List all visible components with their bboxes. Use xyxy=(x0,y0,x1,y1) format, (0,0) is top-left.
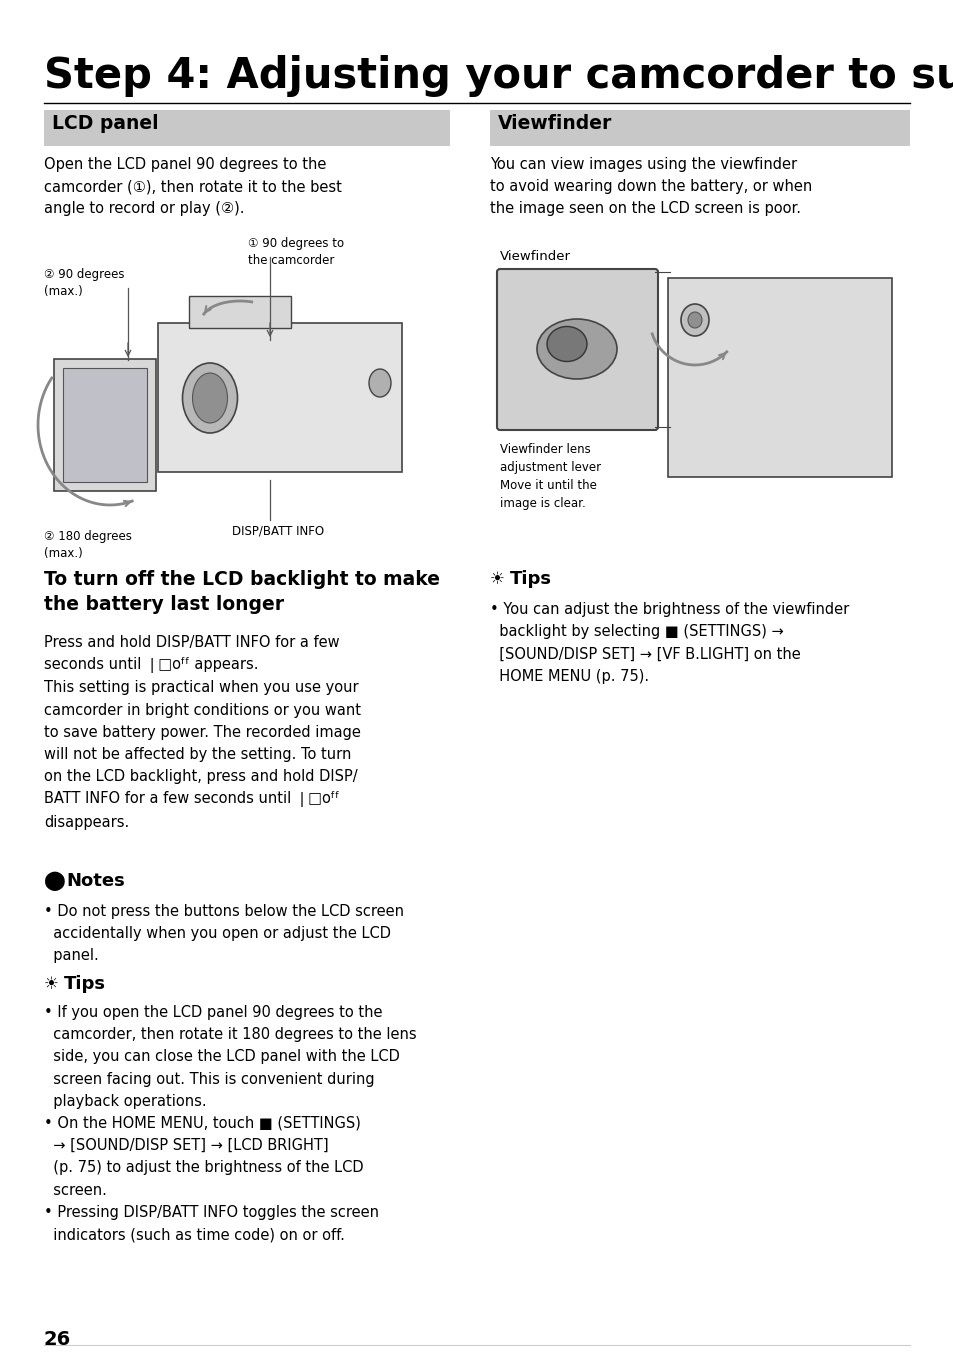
Text: Notes: Notes xyxy=(66,873,125,890)
Text: ② 180 degrees
(max.): ② 180 degrees (max.) xyxy=(44,531,132,560)
FancyBboxPatch shape xyxy=(158,323,401,472)
Text: Tips: Tips xyxy=(64,974,106,993)
FancyBboxPatch shape xyxy=(497,269,658,430)
Ellipse shape xyxy=(193,373,227,423)
FancyBboxPatch shape xyxy=(189,296,291,328)
Ellipse shape xyxy=(687,312,701,328)
Ellipse shape xyxy=(182,364,237,433)
Text: To turn off the LCD backlight to make
the battery last longer: To turn off the LCD backlight to make th… xyxy=(44,570,439,613)
Text: LCD panel: LCD panel xyxy=(52,114,158,133)
Text: • If you open the LCD panel 90 degrees to the
  camcorder, then rotate it 180 de: • If you open the LCD panel 90 degrees t… xyxy=(44,1006,416,1242)
Text: ⬤: ⬤ xyxy=(44,873,66,892)
Text: Viewfinder: Viewfinder xyxy=(497,114,612,133)
Ellipse shape xyxy=(680,304,708,337)
Ellipse shape xyxy=(369,369,391,398)
Text: DISP/BATT INFO: DISP/BATT INFO xyxy=(232,525,324,537)
Text: • Do not press the buttons below the LCD screen
  accidentally when you open or : • Do not press the buttons below the LCD… xyxy=(44,904,403,963)
Bar xyxy=(63,368,147,482)
Text: ① 90 degrees to
the camcorder: ① 90 degrees to the camcorder xyxy=(248,237,344,267)
Text: Press and hold DISP/BATT INFO for a few
seconds until ❘□ᴏᶠᶠ appears.
This settin: Press and hold DISP/BATT INFO for a few … xyxy=(44,635,360,829)
Bar xyxy=(44,110,450,147)
Text: ☀: ☀ xyxy=(44,974,59,993)
Text: You can view images using the viewfinder
to avoid wearing down the battery, or w: You can view images using the viewfinder… xyxy=(490,157,811,216)
Text: Viewfinder: Viewfinder xyxy=(499,250,571,263)
Text: Viewfinder lens
adjustment lever
Move it until the
image is clear.: Viewfinder lens adjustment lever Move it… xyxy=(499,442,600,510)
FancyBboxPatch shape xyxy=(54,360,156,491)
Ellipse shape xyxy=(537,319,617,379)
Text: 26: 26 xyxy=(44,1330,71,1349)
FancyBboxPatch shape xyxy=(667,278,891,478)
Text: ② 90 degrees
(max.): ② 90 degrees (max.) xyxy=(44,267,125,299)
Text: • You can adjust the brightness of the viewfinder
  backlight by selecting ■ (SE: • You can adjust the brightness of the v… xyxy=(490,603,848,684)
Text: Step 4: Adjusting your camcorder to suit you: Step 4: Adjusting your camcorder to suit… xyxy=(44,56,953,96)
Bar xyxy=(490,110,909,147)
Text: Open the LCD panel 90 degrees to the
camcorder (①), then rotate it to the best
a: Open the LCD panel 90 degrees to the cam… xyxy=(44,157,341,216)
Text: ☀: ☀ xyxy=(490,570,504,588)
Ellipse shape xyxy=(546,327,586,361)
Text: Tips: Tips xyxy=(510,570,552,588)
